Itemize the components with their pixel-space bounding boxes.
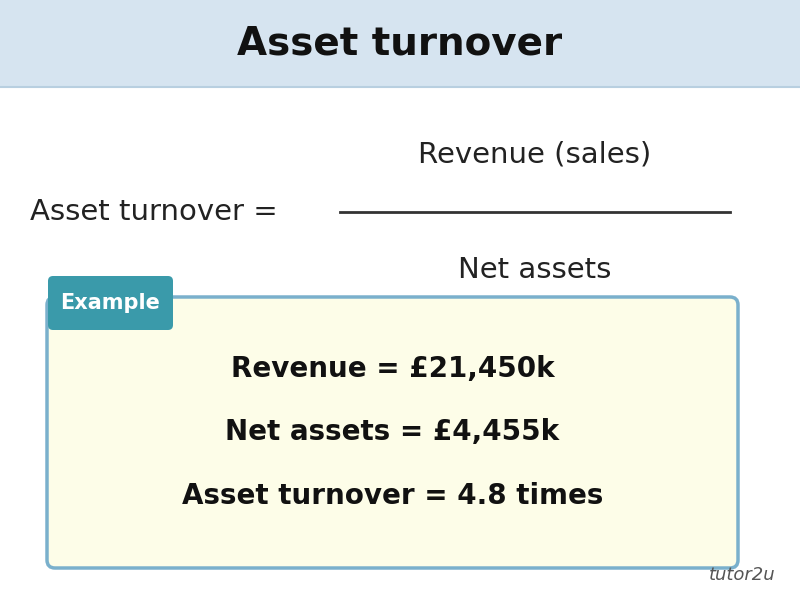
Text: tutor2u: tutor2u bbox=[708, 566, 775, 584]
Text: Asset turnover: Asset turnover bbox=[238, 25, 562, 63]
FancyBboxPatch shape bbox=[48, 276, 173, 330]
Text: Net assets: Net assets bbox=[458, 256, 612, 284]
Text: Net assets = £4,455k: Net assets = £4,455k bbox=[226, 418, 559, 447]
Text: Asset turnover =: Asset turnover = bbox=[30, 198, 278, 226]
Text: Revenue = £21,450k: Revenue = £21,450k bbox=[230, 355, 554, 383]
Text: Asset turnover = 4.8 times: Asset turnover = 4.8 times bbox=[182, 482, 603, 510]
Text: Revenue (sales): Revenue (sales) bbox=[418, 140, 652, 168]
Bar bbox=[0, 0, 800, 87]
Text: Example: Example bbox=[61, 293, 161, 313]
FancyBboxPatch shape bbox=[47, 297, 738, 568]
